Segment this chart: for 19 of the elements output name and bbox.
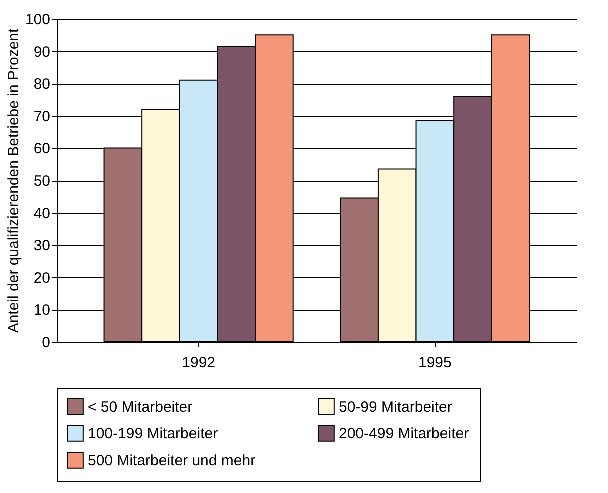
y-tick-label: 0 — [42, 334, 50, 352]
y-tick-label: 30 — [34, 238, 50, 255]
y-tick-label: 70 — [34, 108, 50, 126]
y-tick-label: 100 — [25, 12, 50, 28]
y-tick-label: 90 — [34, 44, 50, 61]
legend-label: 50-99 Mitarbeiter — [339, 398, 452, 416]
legend-label: 200-499 Mitarbeiter — [339, 426, 470, 442]
legend-label: 100-199 Mitarbeiter — [88, 426, 218, 442]
y-tick-label: 60 — [34, 140, 50, 158]
legend-label: < 50 Mitarbeiter — [88, 398, 193, 416]
x-tick-label: 1992 — [182, 354, 216, 372]
x-tick-label: 1995 — [418, 354, 452, 372]
y-tick-label: 80 — [34, 76, 50, 94]
y-tick-label: 20 — [34, 270, 50, 287]
y-tick-label: 10 — [34, 302, 50, 320]
legend-label: 500 Mitarbeiter und mehr — [88, 452, 256, 470]
y-tick-label: 40 — [34, 205, 50, 222]
y-tick-label: 50 — [34, 173, 50, 190]
y-axis-title: Anteil der qualifizierenden Betriebe in Prozent — [5, 28, 22, 334]
